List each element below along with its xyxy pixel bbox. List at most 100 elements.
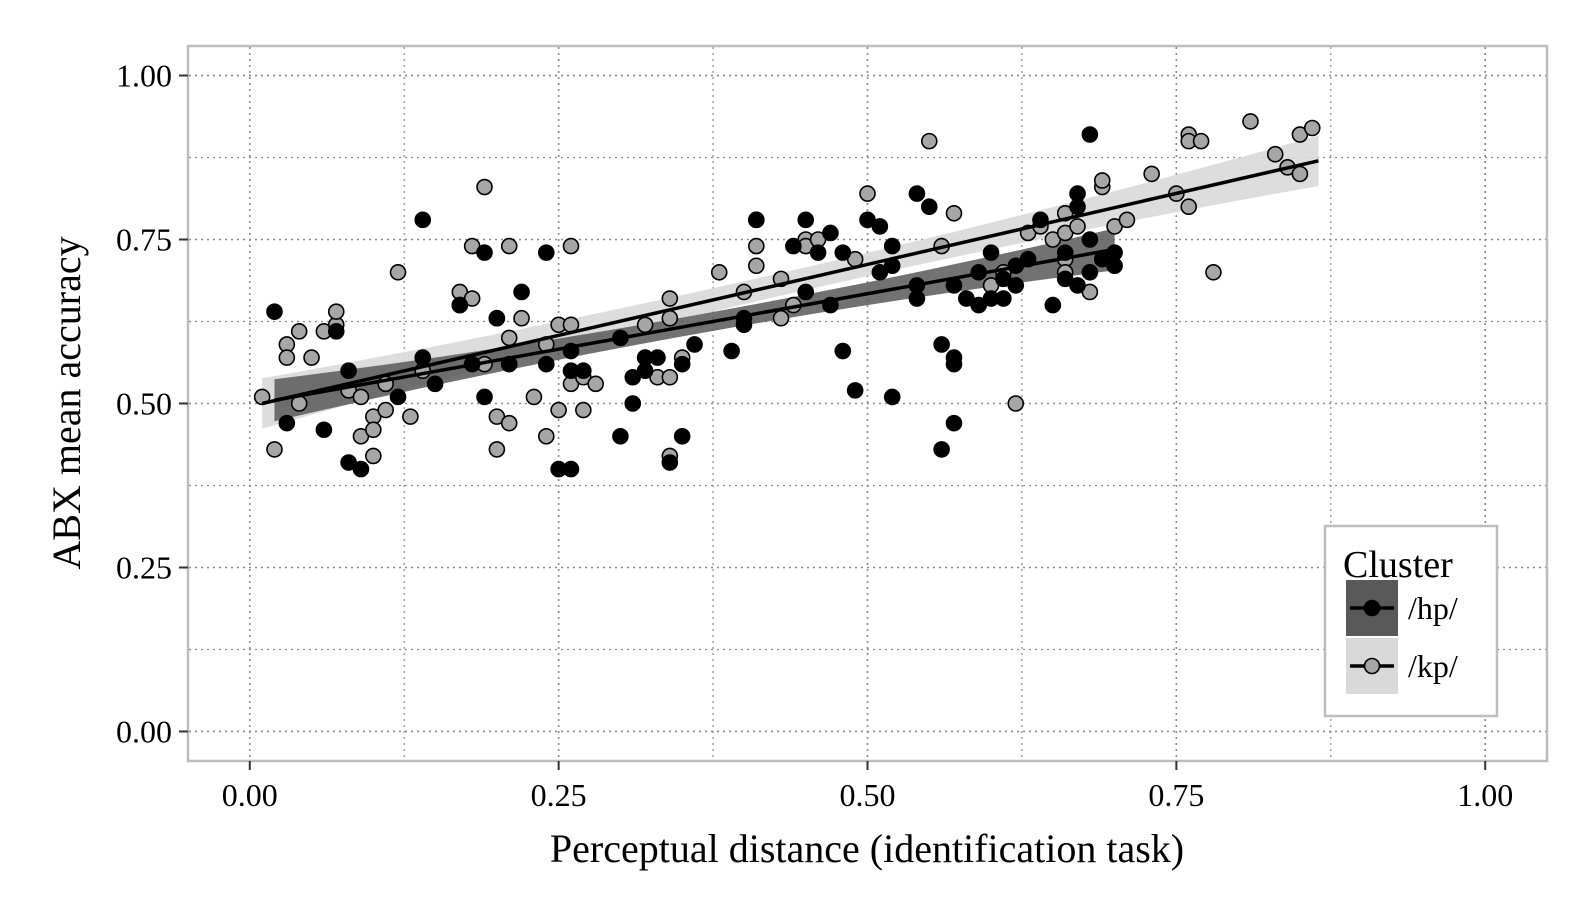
kp-point — [575, 401, 592, 419]
kp-point — [1192, 132, 1210, 150]
x-tick-label: 0.00 — [222, 777, 278, 813]
y-tick-label: 1.00 — [116, 58, 172, 94]
x-axis-label: Perceptual distance (identification task… — [550, 826, 1184, 871]
kp-point — [772, 309, 790, 327]
hp-point — [649, 349, 666, 366]
hp-point — [748, 211, 765, 229]
kp-point — [661, 368, 679, 386]
kp-point — [1007, 395, 1025, 412]
kp-point — [365, 447, 382, 465]
kp-fit-line — [261, 159, 1319, 406]
kp-point — [710, 264, 728, 281]
kp-point — [859, 185, 876, 202]
hp-point — [661, 454, 679, 471]
kp-point — [500, 329, 518, 347]
hp-point — [340, 362, 357, 380]
kp-point — [1093, 172, 1111, 189]
kp-point — [661, 309, 679, 327]
hp-point — [1069, 185, 1086, 202]
kp-point — [327, 303, 345, 320]
kp-point — [266, 441, 283, 458]
hp-point — [266, 303, 283, 320]
hp-point — [908, 185, 926, 202]
kp-point — [587, 375, 605, 393]
kp-point — [476, 178, 493, 196]
hp-point — [785, 237, 802, 255]
hp-point — [426, 375, 444, 393]
kp-point — [525, 388, 543, 406]
hp-point — [822, 224, 839, 242]
x-tick-label: 0.25 — [531, 777, 587, 813]
hp-point — [883, 237, 901, 255]
x-tick-label: 0.50 — [840, 777, 896, 813]
hp-point — [624, 395, 642, 412]
kp-point — [636, 316, 654, 334]
fit-lines — [261, 159, 1319, 406]
hp-point — [933, 336, 950, 353]
hp-point — [673, 427, 691, 445]
hp-point — [1081, 126, 1099, 143]
y-tick-label: 0.50 — [116, 386, 172, 422]
data-points — [253, 113, 1321, 478]
axes: 0.00 0.25 0.50 0.75 1.00 0.00 0.25 0.50 0.75 1.00 — [116, 58, 1513, 813]
kp-point — [278, 349, 296, 366]
y-tick-label: 0.00 — [116, 713, 172, 749]
hp-point — [871, 218, 889, 235]
kp-point — [945, 204, 963, 222]
kp-point — [661, 290, 679, 307]
hp-point — [414, 349, 432, 366]
hp-point — [1081, 264, 1099, 281]
kp-point — [389, 264, 407, 281]
hp-point — [945, 355, 963, 373]
hp-point — [476, 388, 493, 406]
hp-point — [723, 342, 740, 360]
hp-point — [809, 244, 827, 261]
kp-point — [748, 237, 765, 255]
kp-point — [500, 237, 518, 255]
hp-point — [278, 414, 296, 432]
hp-point — [1044, 296, 1062, 314]
kp-point — [562, 237, 580, 255]
y-tick-label: 0.25 — [116, 549, 172, 585]
hp-point — [389, 388, 407, 406]
hp-point — [945, 414, 963, 432]
kp-point — [513, 309, 530, 327]
kp-point — [1180, 198, 1198, 216]
legend-title: Cluster — [1343, 544, 1453, 586]
legend-label-hp: /hp/ — [1408, 590, 1458, 626]
hp-point — [451, 296, 469, 314]
hp-point — [1069, 277, 1086, 294]
x-tick-label: 1.00 — [1457, 777, 1513, 813]
kp-point — [748, 257, 765, 275]
hp-point — [982, 244, 1000, 261]
kp-point — [303, 349, 320, 366]
hp-point — [537, 244, 555, 261]
hp-point — [797, 211, 815, 229]
kp-point — [537, 427, 555, 445]
legend-entries: /hp/ /kp/ — [1346, 580, 1458, 694]
kp-point — [365, 421, 382, 439]
hp-point — [883, 388, 901, 406]
kp-point — [1069, 218, 1086, 235]
kp-point — [290, 323, 308, 340]
kp-point — [1266, 145, 1284, 163]
legend: Cluster /hp/ /kp/ — [1323, 524, 1499, 718]
hp-point — [537, 355, 555, 373]
hp-point — [476, 244, 493, 261]
hp-point — [575, 362, 592, 380]
x-tick-label: 0.75 — [1148, 777, 1204, 813]
hp-point — [908, 290, 926, 307]
hp-point — [834, 342, 852, 360]
legend-label-kp: /kp/ — [1408, 648, 1458, 684]
hp-point — [513, 283, 530, 301]
kp-point — [488, 441, 506, 458]
hp-point — [920, 198, 938, 216]
hp-point — [352, 460, 370, 478]
hp-point — [834, 244, 852, 261]
kp-point — [352, 388, 370, 406]
legend-key-kp-point — [1363, 657, 1381, 675]
hp-point — [612, 427, 629, 445]
hp-point — [1106, 244, 1123, 261]
